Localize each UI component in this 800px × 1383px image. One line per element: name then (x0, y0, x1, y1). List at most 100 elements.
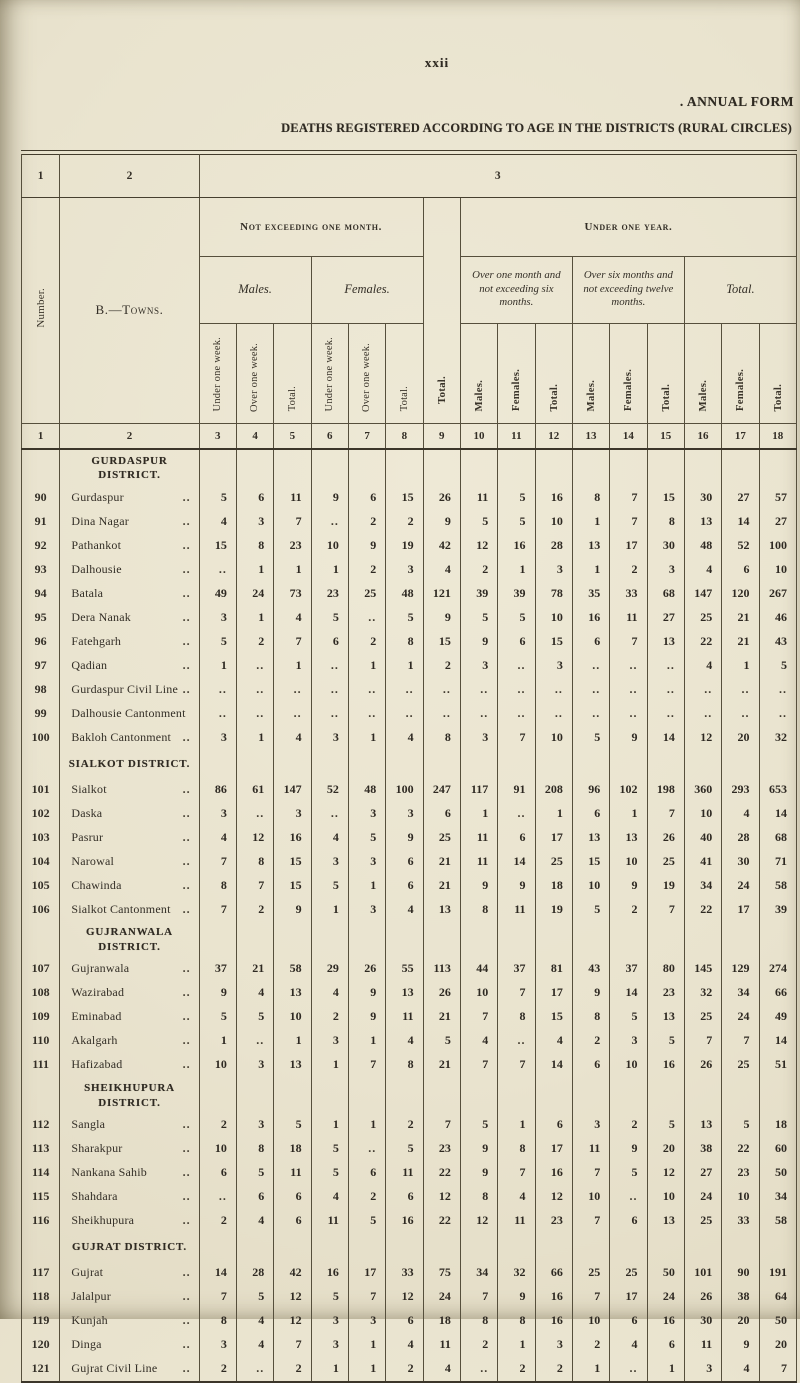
empty-cell (422, 921, 461, 957)
value-cell: 24 (235, 581, 275, 606)
value-cell: .. (310, 701, 349, 726)
value-cell: 7 (422, 1112, 461, 1137)
value-cell: 6 (497, 629, 536, 654)
value-cell: 34 (683, 873, 723, 898)
subheader-label: Females. (734, 369, 747, 412)
value-cell: 11 (310, 1208, 349, 1233)
value-cell: 8 (497, 1308, 536, 1333)
value-cell: 38 (683, 1136, 723, 1161)
subheader-label: Over one week. (361, 342, 373, 412)
value-cell: .. (758, 701, 798, 726)
value-cell: 5 (571, 725, 611, 750)
town-number: 118 (20, 1284, 61, 1309)
value-cell: 10 (758, 557, 798, 582)
value-cell: 20 (758, 1332, 798, 1357)
value-cell: .. (385, 701, 424, 726)
value-cell: 9 (609, 725, 648, 750)
value-cell: 6 (534, 1112, 573, 1137)
town-name-cell: Dera Nanak.. (59, 605, 200, 630)
value-cell: 7 (347, 1284, 387, 1309)
value-cell: 16 (646, 1308, 685, 1333)
district-header-row: GURDASPUR DISTRICT. (20, 448, 798, 486)
value-cell: .. (609, 653, 648, 678)
value-cell: 60 (758, 1136, 798, 1161)
leader-dots: .. (182, 985, 191, 1000)
empty-cell (273, 448, 312, 486)
value-cell: 9 (198, 980, 237, 1005)
town-name-cell: Dinga.. (59, 1332, 200, 1357)
value-cell: .. (310, 509, 349, 534)
value-cell: 13 (385, 980, 424, 1005)
value-cell: 75 (422, 1260, 461, 1285)
town-name: Narowal (71, 853, 115, 868)
leader-dots: .. (182, 1189, 191, 1204)
town-number: 108 (20, 980, 61, 1005)
value-cell: 5 (310, 873, 349, 898)
leader-dots: .. (182, 829, 191, 844)
value-cell: 6 (571, 1052, 611, 1077)
district-number-cell (20, 1232, 61, 1261)
value-cell: 2 (571, 1028, 611, 1053)
column-number-16: 16 (683, 423, 723, 450)
value-cell: 101 (683, 1260, 723, 1285)
value-cell: 1 (310, 557, 349, 582)
value-cell: 2 (347, 1184, 387, 1209)
column-number-17: 17 (721, 423, 760, 450)
town-name: Gurdaspur Civil Line (71, 681, 178, 696)
subheader-om-males: Males. (459, 323, 499, 424)
value-cell: 39 (497, 581, 536, 606)
column-number-1: 1 (20, 423, 61, 450)
column-number-18: 18 (758, 423, 798, 450)
value-cell: 7 (497, 725, 536, 750)
value-cell: 10 (571, 873, 611, 898)
value-cell: 52 (310, 777, 349, 802)
group-males: Males. (198, 256, 312, 324)
value-cell: 9 (459, 1160, 499, 1185)
town-name-cell: Gurdaspur.. (59, 485, 200, 510)
value-cell: 3 (347, 801, 387, 826)
value-cell: 4 (497, 1184, 536, 1209)
value-cell: 6 (571, 801, 611, 826)
district-label: GUJRANWALA DISTRICT. (86, 926, 173, 954)
empty-cell (198, 1232, 237, 1261)
empty-cell (459, 1232, 499, 1261)
empty-cell (385, 921, 424, 957)
column-number-6: 6 (310, 423, 349, 450)
town-name-line: Jalalpur.. (71, 1289, 194, 1304)
town-name-cell: Dalhousie Cantonment (59, 701, 200, 726)
empty-cell (571, 448, 611, 486)
value-cell: 129 (721, 956, 760, 981)
town-number: 117 (20, 1260, 61, 1285)
value-cell: 120 (721, 581, 760, 606)
town-name-cell: Gujrat.. (59, 1260, 200, 1285)
value-cell: 5 (497, 509, 536, 534)
value-cell: 5 (198, 485, 237, 510)
value-cell: .. (422, 677, 461, 702)
empty-cell (758, 1076, 798, 1113)
value-cell: 3 (310, 1308, 349, 1333)
district-header-row: SIALKOT DISTRICT. (20, 749, 798, 778)
town-name-cell: Gujranwala.. (59, 956, 200, 981)
empty-cell (459, 749, 499, 778)
value-cell: 12 (459, 1208, 499, 1233)
leader-dots: .. (182, 729, 191, 744)
value-cell: 14 (721, 509, 760, 534)
subheader-om-total: Total. (534, 323, 573, 424)
town-number: 96 (20, 629, 61, 654)
value-cell: 16 (273, 825, 312, 850)
value-cell: 58 (273, 956, 312, 981)
value-cell: 147 (273, 777, 312, 802)
empty-cell (235, 749, 275, 778)
value-cell: 18 (758, 1112, 798, 1137)
town-row: 96 Fatehgarh.. 5 2 7 6 2 8 15 9 6 15 6 7 13 22 21 43 (20, 629, 798, 654)
subheader-label: Females. (510, 369, 523, 412)
value-cell: .. (235, 1028, 275, 1053)
value-cell: 15 (534, 629, 573, 654)
subheader-females-over-one-week: Over one week. (347, 323, 387, 424)
value-cell: 30 (721, 849, 760, 874)
value-cell: 18 (534, 873, 573, 898)
value-cell: 8 (571, 485, 611, 510)
value-cell: .. (310, 653, 349, 678)
district-label-cell: GUJRANWALA DISTRICT. (59, 921, 200, 957)
value-cell: 8 (198, 873, 237, 898)
